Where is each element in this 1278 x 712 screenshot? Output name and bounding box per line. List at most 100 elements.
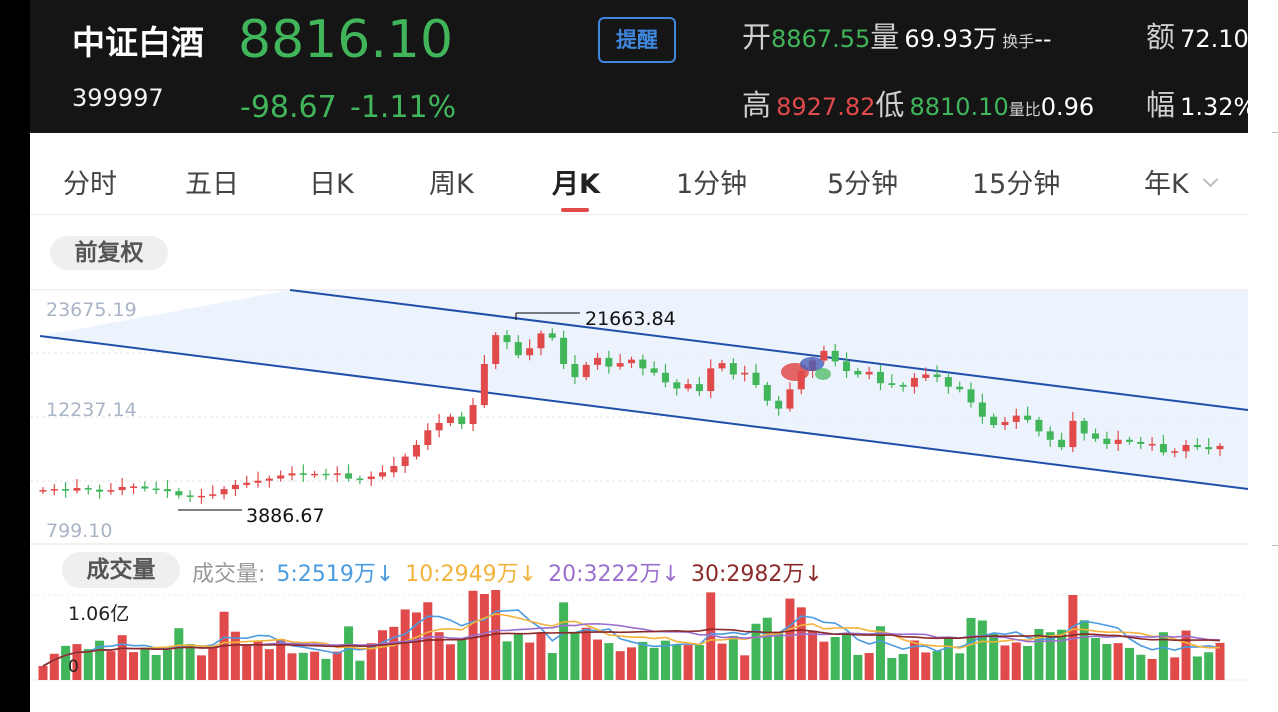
candle-body [526,348,534,356]
volume-bar [808,630,818,680]
volume-bar [513,634,523,680]
candle-body [1024,415,1032,420]
volume-bar [536,632,546,680]
candle-body [661,372,669,383]
tab-monthly-k[interactable]: 月K [552,169,600,200]
candle-body [254,480,262,483]
volume-bar [1170,657,1180,680]
volume-bar [593,639,603,680]
candle-body [73,488,81,491]
volume-bar [321,658,331,680]
candle-body [514,342,522,356]
adjust-mode-button[interactable]: 前复权 [50,236,168,270]
volume-bar [1045,632,1055,680]
low-label: 低 [875,88,905,122]
candle-body [1092,433,1100,439]
volume-bar [740,655,750,680]
volume-bar [525,642,535,680]
volume-bar [864,653,874,680]
volume-bar [162,649,172,680]
volume-indicator-button[interactable]: 成交量 [62,552,180,588]
candle-body [888,383,896,385]
volume-bar [875,626,885,680]
candle-body [1114,439,1122,444]
volume-bar [479,594,489,680]
volume-bar [230,631,240,680]
candle-body [231,484,239,490]
volume-bar [762,617,772,680]
candle-body [152,488,160,491]
channel-lower-line [39,335,1248,490]
turnover-value: -- [1034,25,1052,53]
candle-body [1103,438,1111,444]
quote-header: 中证白酒 399997 8816.10 -98.67 -1.11% 提醒 开88… [30,0,1248,133]
ma20-value: 20:3222万 [548,562,662,587]
candle-body [854,370,862,375]
volume-bar [287,653,297,680]
candle-body [163,489,171,492]
volume-ma-prefix: 成交量: [192,562,266,587]
candle-body [1148,443,1156,446]
candle-body [537,333,545,349]
volume-bar [174,628,184,680]
candle-body [311,473,319,476]
tab-timeshare[interactable]: 分时 [63,169,117,200]
open-label: 开 [742,20,772,54]
tab-five-day[interactable]: 五日 [185,169,239,200]
candle-body [130,486,138,488]
candle-body [96,489,104,492]
volume-bar [129,652,139,680]
kline-chart[interactable]: 21663.84 3886.67 23675.19 12237.14 799.1… [30,0,1248,712]
period-tabs: 分时 五日 日K 周K 月K 1分钟 5分钟 15分钟 年K [30,146,1248,215]
tab-15min[interactable]: 15分钟 [972,169,1061,200]
volume-bar [491,590,501,680]
candle-body [548,333,556,338]
candle-body [1035,419,1043,432]
volume-ma-line [42,628,1221,667]
tab-weekly-k[interactable]: 周K [429,169,474,200]
volume-bar [819,641,829,680]
volume-bar [344,626,354,680]
ma5-arrow: ↓ [375,562,395,587]
tab-yearly-k[interactable]: 年K [1144,169,1189,200]
volume-bar [502,641,512,680]
ma5-value: 5:2519万 [276,562,376,587]
candle-body [458,416,466,425]
candle-body [62,489,70,491]
candle-body [820,350,828,361]
amount-row: 额 72.10 [1146,14,1248,56]
candle-body [650,368,658,373]
volume-bar [366,643,376,680]
volume-bar [264,649,274,680]
tab-daily-k[interactable]: 日K [309,169,354,200]
volume-bar [1034,629,1044,680]
candle-body [469,405,477,425]
volume-bar [140,647,150,680]
volume-bar [117,635,127,680]
tab-5min[interactable]: 5分钟 [827,169,899,200]
tab-1min[interactable]: 1分钟 [676,169,748,200]
candle-body [345,473,353,479]
turnover-label: 换手 [1002,32,1035,51]
amount-label: 额 [1146,20,1176,54]
candle-body [899,384,907,387]
volume-bar [1113,643,1123,680]
candle-body [1216,445,1224,450]
candle-body [922,374,930,378]
candles [39,328,1224,504]
volume-bar [1102,644,1112,680]
volume-bar [581,627,591,680]
volume-bar [1147,659,1157,680]
candle-body [197,495,205,498]
volume-bar [989,633,999,680]
remind-button[interactable]: 提醒 [598,17,676,63]
candle-body [1012,415,1020,422]
candle-body [684,384,692,389]
candle-body [729,363,737,375]
channel-upper-line [289,289,1248,411]
candle-body [141,486,149,489]
volume-bar [457,638,467,680]
volume-bar [1158,632,1168,680]
y-label-bottom: 799.10 [46,520,112,542]
volume-bar [604,643,614,680]
